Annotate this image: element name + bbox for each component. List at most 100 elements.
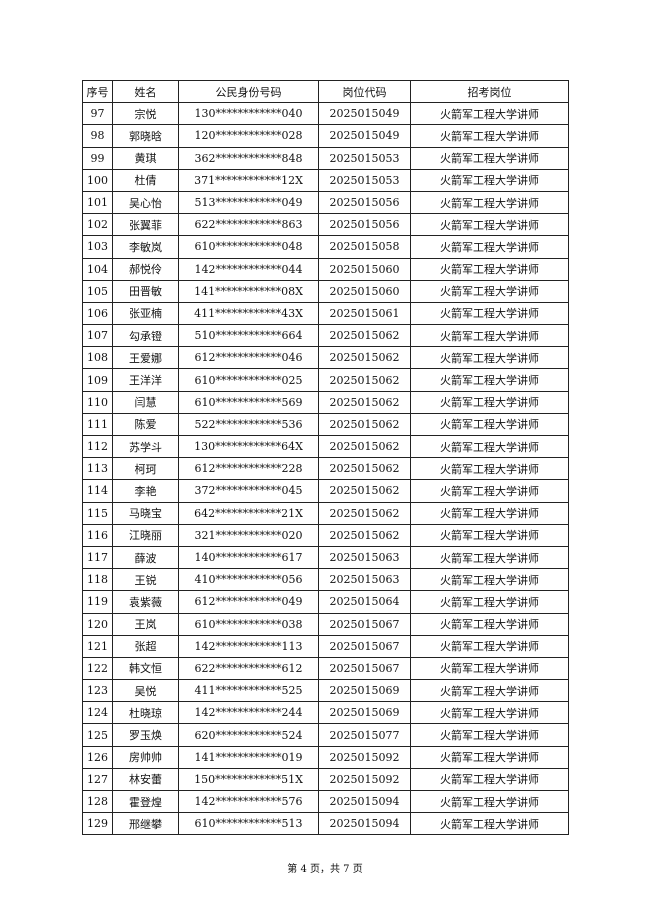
- cell-col-id: 141************019: [178, 745, 319, 769]
- cell-col-index: 97: [82, 102, 113, 126]
- table-row: 125 罗玉焕 620************524 2025015077 火箭军工程大…: [82, 723, 569, 747]
- cell-col-post: 火箭军工程大学讲师: [410, 146, 569, 170]
- table-row: 109 王洋洋 610************025 2025015062 火箭军工程大…: [82, 368, 569, 392]
- cell-col-post-code: 2025015063: [318, 545, 411, 570]
- table-row: 120 王岚 610************038 2025015067 火箭军工程大学…: [82, 612, 569, 636]
- cell-col-post-code: 2025015094: [318, 812, 411, 836]
- cell-col-post: 火箭军工程大学讲师: [410, 257, 569, 281]
- cell-col-post: 火箭军工程大学讲师: [410, 501, 569, 525]
- cell-col-post: 火箭军工程大学讲师: [410, 767, 569, 792]
- cell-col-post: 火箭军工程大学讲师: [410, 812, 569, 836]
- cell-col-post: 火箭军工程大学讲师: [410, 190, 569, 215]
- cell-col-name: 李艳: [112, 479, 179, 503]
- cell-col-name: 韩文恒: [112, 656, 179, 681]
- cell-col-post: 火箭军工程大学讲师: [410, 213, 569, 237]
- table-row: 106 张亚楠 411************43X 2025015061 火箭军工程大…: [82, 301, 569, 326]
- cell-col-name: 江晓丽: [112, 523, 179, 547]
- cell-col-index: 117: [82, 545, 113, 570]
- cell-col-index: 127: [82, 767, 113, 792]
- header-col-id: 公民身份号码: [178, 79, 319, 104]
- cell-col-post: 火箭军工程大学讲师: [410, 279, 569, 303]
- cell-col-post-code: 2025015069: [318, 679, 411, 703]
- table-row: 107 勾承镫 510************664 2025015062 火箭军工程大…: [82, 324, 569, 348]
- cell-col-id: 610************048: [178, 235, 319, 259]
- table-row: 128 霍登煌 142************576 2025015094 火箭军工程大…: [82, 789, 569, 814]
- cell-col-post-code: 2025015077: [318, 723, 411, 747]
- cell-col-name: 黄琪: [112, 146, 179, 170]
- cell-col-index: 124: [82, 701, 113, 725]
- cell-col-id: 130************64X: [178, 434, 319, 459]
- cell-col-post-code: 2025015067: [318, 612, 411, 636]
- cell-col-post: 火箭军工程大学讲师: [410, 656, 569, 681]
- table-row: 127 林安蕾 150************51X 2025015092 火箭军工程大…: [82, 767, 569, 792]
- cell-col-post: 火箭军工程大学讲师: [410, 568, 569, 592]
- header-col-post-code: 岗位代码: [318, 79, 411, 104]
- cell-col-post-code: 2025015062: [318, 501, 411, 525]
- cell-col-post-code: 2025015062: [318, 346, 411, 370]
- table-row: 98 郭晓晗 120************028 2025015049 火箭军工程大学…: [82, 124, 569, 148]
- table-row: 100 杜倩 371************12X 2025015053 火箭军工程大学…: [82, 168, 569, 192]
- cell-col-post-code: 2025015062: [318, 523, 411, 547]
- cell-col-post-code: 2025015062: [318, 390, 411, 414]
- cell-col-post: 火箭军工程大学讲师: [410, 523, 569, 547]
- cell-col-post-code: 2025015092: [318, 767, 411, 792]
- table-row: 118 王锐 410************056 2025015063 火箭军工程大学…: [82, 568, 569, 592]
- header-col-name: 姓名: [112, 79, 179, 104]
- cell-col-id: 513************049: [178, 190, 319, 215]
- cell-col-id: 411************525: [178, 679, 319, 703]
- cell-col-name: 马晓宝: [112, 501, 179, 525]
- cell-col-id: 372************045: [178, 479, 319, 503]
- cell-col-index: 123: [82, 679, 113, 703]
- cell-col-id: 371************12X: [178, 168, 319, 192]
- cell-col-index: 116: [82, 523, 113, 547]
- cell-col-post-code: 2025015092: [318, 745, 411, 769]
- cell-col-id: 130************040: [178, 102, 319, 126]
- cell-col-index: 120: [82, 612, 113, 636]
- cell-col-name: 房帅帅: [112, 745, 179, 769]
- table-row: 114 李艳 372************045 2025015062 火箭军工程大学…: [82, 479, 569, 503]
- cell-col-name: 薛波: [112, 545, 179, 570]
- cell-col-name: 苏学斗: [112, 434, 179, 459]
- cell-col-post-code: 2025015062: [318, 412, 411, 437]
- cell-col-post-code: 2025015049: [318, 124, 411, 148]
- cell-col-post-code: 2025015049: [318, 102, 411, 126]
- cell-col-post: 火箭军工程大学讲师: [410, 168, 569, 192]
- cell-col-name: 田晋敏: [112, 279, 179, 303]
- table-row: 126 房帅帅 141************019 2025015092 火箭军工程大…: [82, 745, 569, 769]
- cell-col-index: 109: [82, 368, 113, 392]
- cell-col-post-code: 2025015062: [318, 479, 411, 503]
- cell-col-name: 袁紫薇: [112, 590, 179, 614]
- cell-col-name: 张超: [112, 634, 179, 658]
- cell-col-post: 火箭军工程大学讲师: [410, 479, 569, 503]
- cell-col-name: 陈爱: [112, 412, 179, 437]
- cell-col-index: 125: [82, 723, 113, 747]
- cell-col-post: 火箭军工程大学讲师: [410, 590, 569, 614]
- cell-col-post-code: 2025015067: [318, 656, 411, 681]
- cell-col-index: 129: [82, 812, 113, 836]
- cell-col-post: 火箭军工程大学讲师: [410, 390, 569, 414]
- cell-col-post-code: 2025015060: [318, 257, 411, 281]
- cell-col-post-code: 2025015062: [318, 324, 411, 348]
- cell-col-index: 119: [82, 590, 113, 614]
- cell-col-post-code: 2025015060: [318, 279, 411, 303]
- cell-col-id: 150************51X: [178, 767, 319, 792]
- cell-col-post: 火箭军工程大学讲师: [410, 723, 569, 747]
- cell-col-index: 112: [82, 434, 113, 459]
- cell-col-name: 霍登煌: [112, 789, 179, 814]
- cell-col-id: 141************08X: [178, 279, 319, 303]
- table-row: 111 陈爱 522************536 2025015062 火箭军工程大学…: [82, 412, 569, 437]
- cell-col-id: 610************025: [178, 368, 319, 392]
- header-col-index: 序号: [82, 79, 113, 104]
- table-row: 129 邢继攀 610************513 2025015094 火箭军工程大…: [82, 812, 569, 836]
- cell-col-name: 王锐: [112, 568, 179, 592]
- cell-col-post: 火箭军工程大学讲师: [410, 368, 569, 392]
- cell-col-post-code: 2025015056: [318, 213, 411, 237]
- cell-col-post: 火箭军工程大学讲师: [410, 346, 569, 370]
- cell-col-name: 吴悦: [112, 679, 179, 703]
- cell-col-id: 610************038: [178, 612, 319, 636]
- cell-col-index: 106: [82, 301, 113, 326]
- cell-col-id: 362************848: [178, 146, 319, 170]
- cell-col-name: 王洋洋: [112, 368, 179, 392]
- cell-col-index: 110: [82, 390, 113, 414]
- cell-col-post-code: 2025015063: [318, 568, 411, 592]
